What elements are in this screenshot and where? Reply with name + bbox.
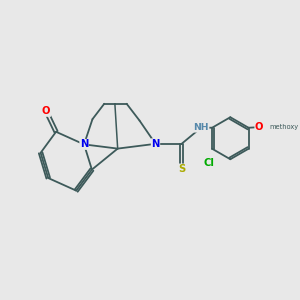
Text: O: O	[255, 122, 263, 132]
Text: N: N	[151, 139, 160, 149]
Text: Cl: Cl	[204, 158, 215, 168]
Text: S: S	[178, 164, 185, 174]
Text: methoxy: methoxy	[270, 124, 299, 130]
Text: NH: NH	[194, 123, 209, 132]
Text: N: N	[80, 140, 88, 149]
Text: O: O	[42, 106, 50, 116]
